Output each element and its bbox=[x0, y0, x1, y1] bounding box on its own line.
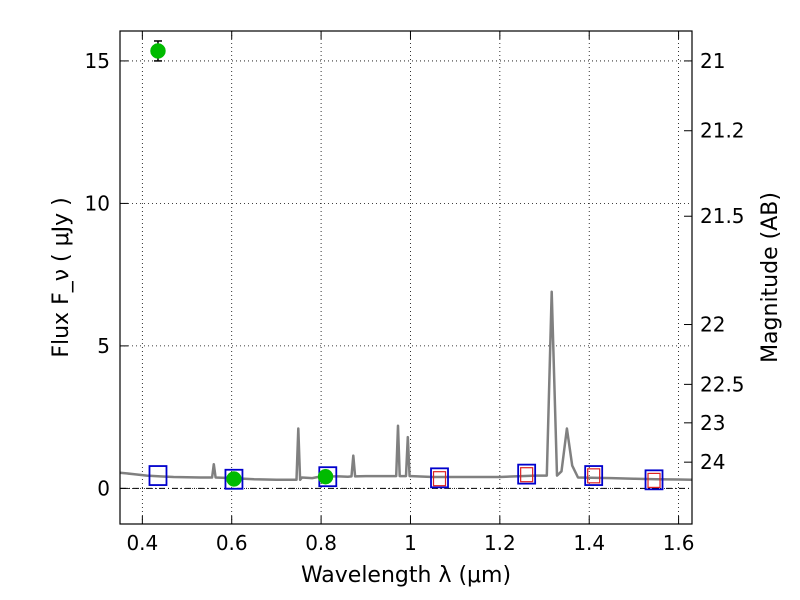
x-tick-label: 1.2 bbox=[484, 531, 516, 555]
x-tick-label: 0.4 bbox=[126, 531, 158, 555]
plot-frame bbox=[119, 30, 693, 525]
axis-ticks: 0.4 0.6 0.8 1 1.2 1.4 1.6 0 5 10 15 21 21.2 21.5 22 22.… bbox=[85, 31, 745, 555]
data-markers bbox=[148, 40, 664, 491]
model-band-box bbox=[224, 468, 244, 490]
model-band-box bbox=[148, 465, 168, 486]
model-band-box bbox=[430, 467, 449, 489]
y-tick-label: 5 bbox=[97, 334, 110, 358]
y-tick-label: 10 bbox=[85, 191, 110, 215]
grid-lines bbox=[120, 31, 692, 524]
right-tick-label: 22 bbox=[700, 313, 725, 337]
right-axis-label: Magnitude (AB) bbox=[758, 192, 783, 363]
right-tick-label: 21.5 bbox=[700, 204, 745, 228]
x-tick-label: 1.6 bbox=[663, 531, 695, 555]
right-tick-label: 22.5 bbox=[700, 372, 745, 396]
observed-flux-point bbox=[317, 468, 334, 485]
x-axis-label: Wavelength λ (μm) bbox=[301, 563, 511, 588]
right-tick-label: 24 bbox=[700, 450, 725, 474]
spectrum-line bbox=[119, 290, 693, 482]
observed-flux-point bbox=[150, 43, 166, 59]
model-band-box bbox=[584, 465, 604, 486]
observed-flux-point bbox=[226, 471, 242, 487]
band-limit-box bbox=[432, 471, 447, 487]
y-tick-label: 15 bbox=[85, 49, 110, 73]
band-limit-box bbox=[520, 467, 534, 483]
model-band-box bbox=[644, 469, 664, 491]
y-axis-label: Flux F_ν ( μJy ) bbox=[49, 197, 74, 357]
right-tick-label: 21.2 bbox=[700, 119, 745, 143]
x-tick-label: 0.6 bbox=[216, 531, 248, 555]
right-tick-label: 21 bbox=[700, 49, 725, 73]
model-spectrum bbox=[119, 290, 693, 482]
x-tick-label: 1.4 bbox=[573, 531, 605, 555]
right-tick-label: 23 bbox=[700, 411, 725, 435]
x-tick-label: 1 bbox=[404, 531, 417, 555]
band-limit-box bbox=[587, 468, 601, 484]
model-band-box bbox=[517, 463, 537, 485]
x-tick-label: 0.8 bbox=[305, 531, 337, 555]
y-tick-label: 0 bbox=[97, 476, 110, 500]
band-limit-box bbox=[647, 472, 661, 488]
